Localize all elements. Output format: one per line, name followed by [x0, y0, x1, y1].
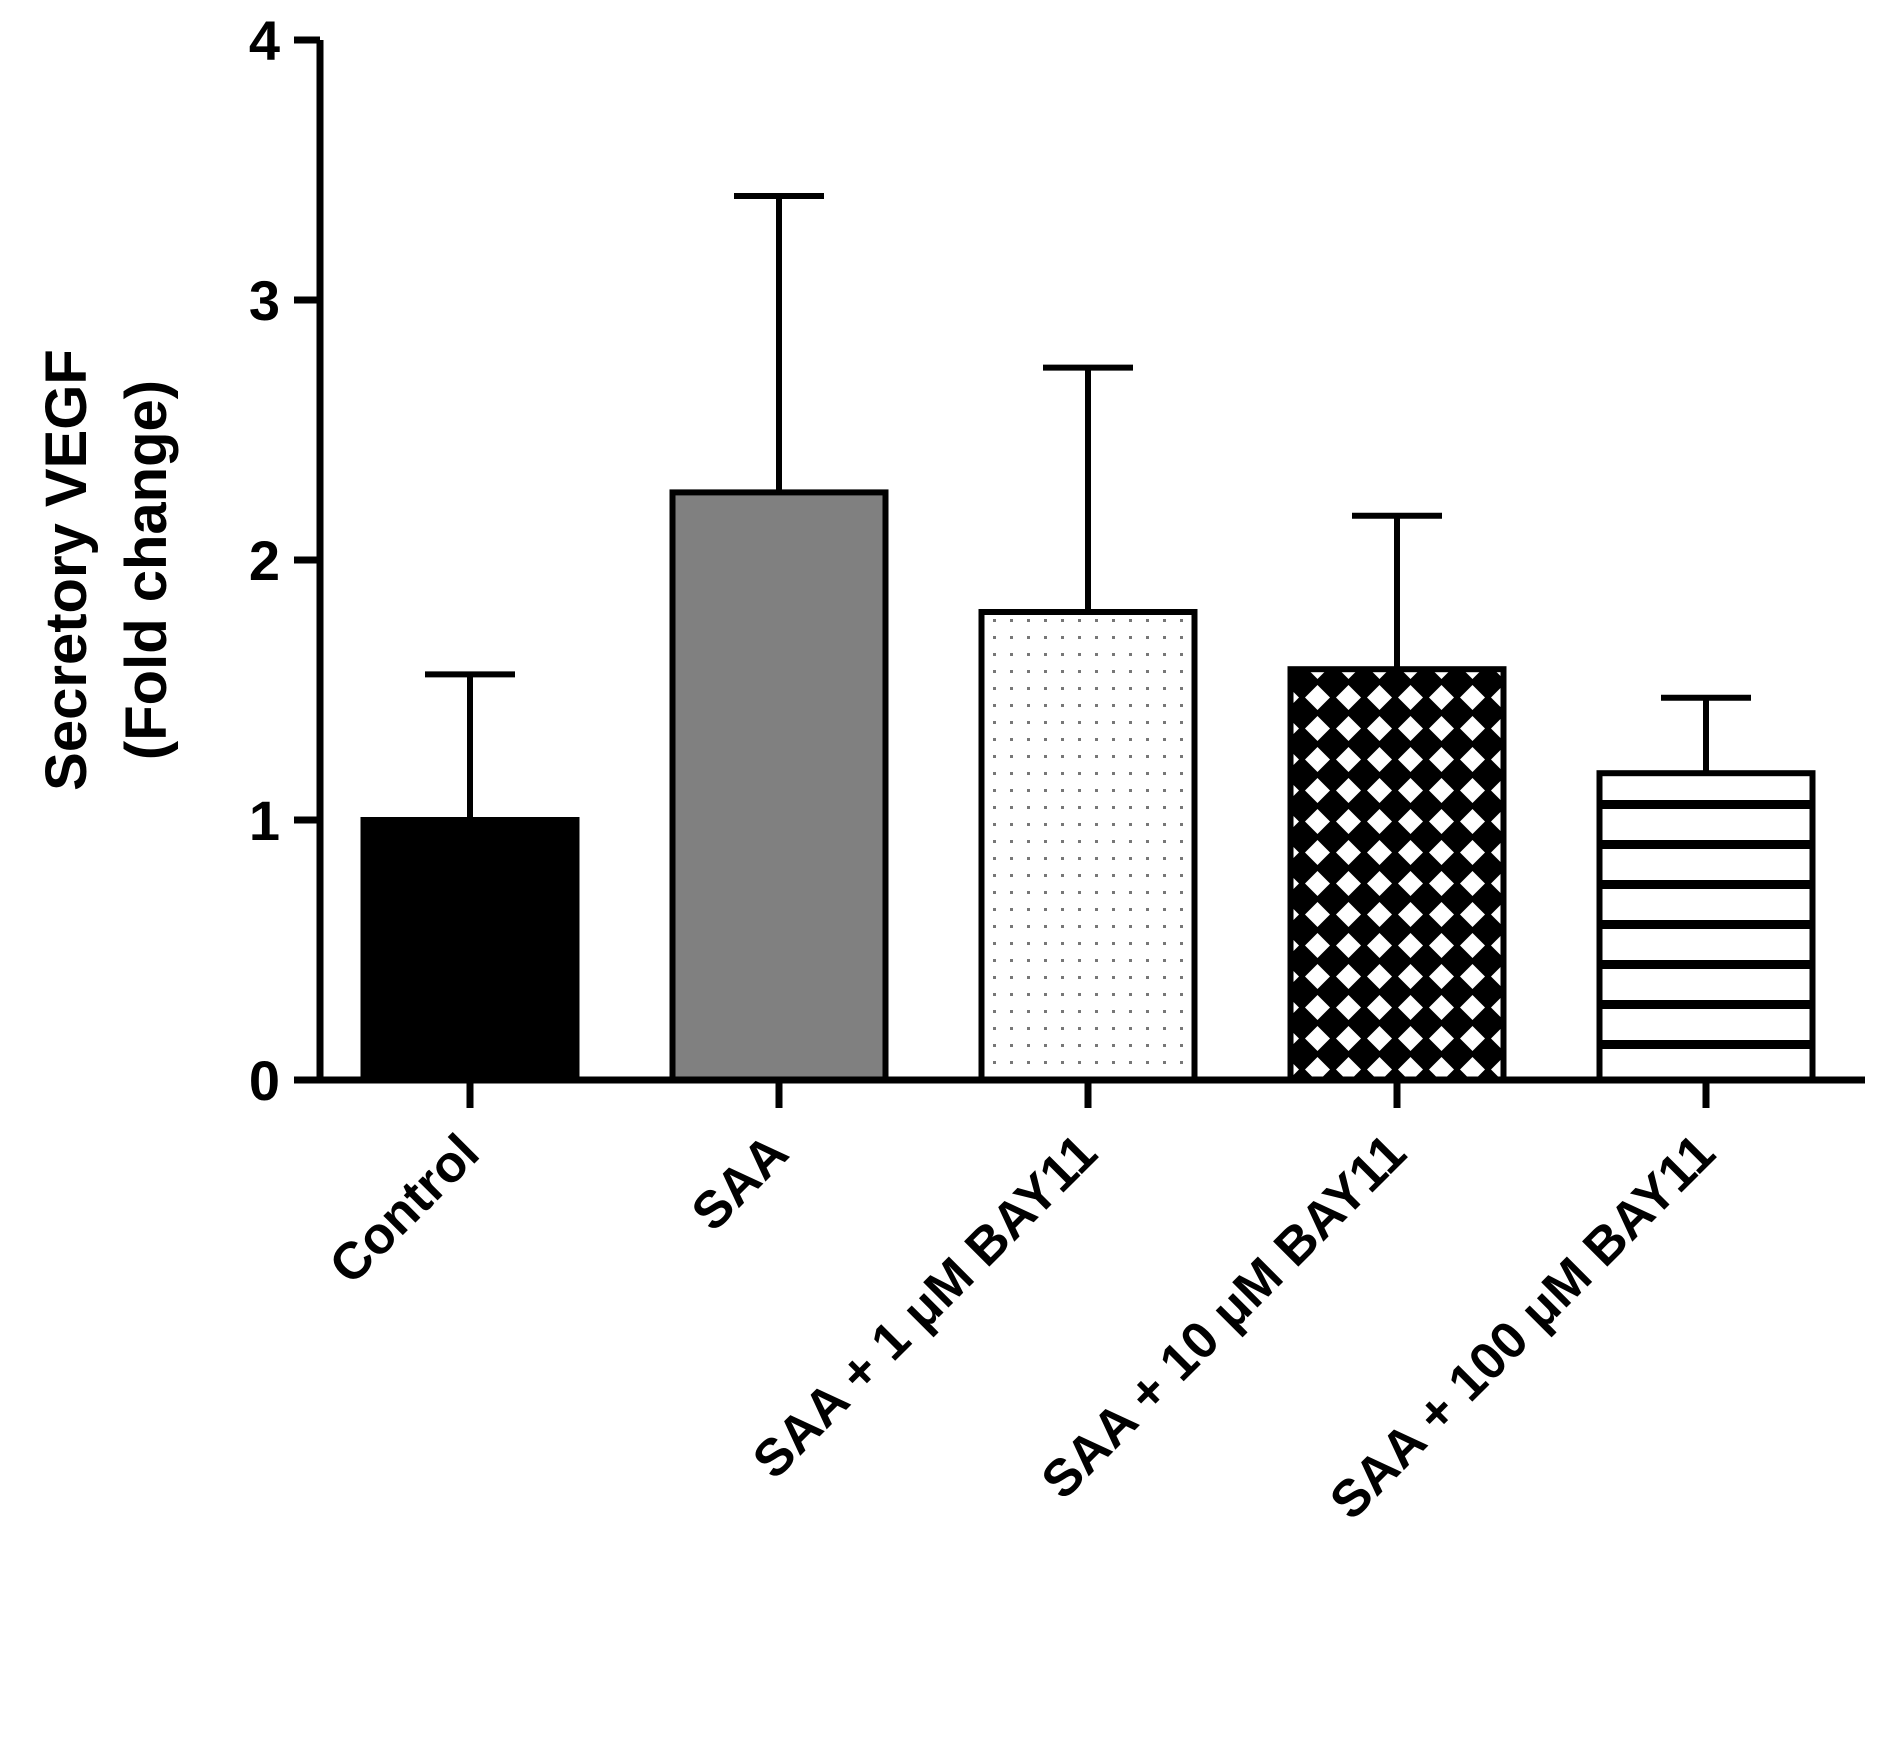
y-tick-label: 2 — [249, 529, 280, 592]
y-tick-label: 1 — [249, 789, 280, 852]
y-tick-label: 4 — [249, 9, 280, 72]
bar — [669, 489, 889, 1083]
y-tick-label: 3 — [249, 269, 280, 332]
x-tick-label: Control — [319, 1123, 491, 1295]
y-axis-ticks: 0 1 2 3 4 — [249, 9, 320, 1112]
x-tick-label: SAA + 1 μM BAY11 — [742, 1123, 1108, 1489]
y-axis-title-line-1: Secretory VEGF — [34, 349, 99, 791]
bar — [1287, 666, 1507, 1083]
bar — [1596, 770, 1816, 1083]
bars — [360, 489, 1816, 1083]
x-axis-ticks — [466, 1080, 1710, 1108]
y-tick-label: 0 — [249, 1049, 280, 1112]
bar — [360, 817, 580, 1083]
error-bars — [425, 193, 1751, 820]
bar — [978, 609, 1198, 1083]
y-axis-title-line-2: (Fold change) — [114, 380, 179, 760]
x-tick-label: SAA — [681, 1123, 800, 1242]
y-axis-title: Secretory VEGF (Fold change) — [34, 349, 179, 791]
